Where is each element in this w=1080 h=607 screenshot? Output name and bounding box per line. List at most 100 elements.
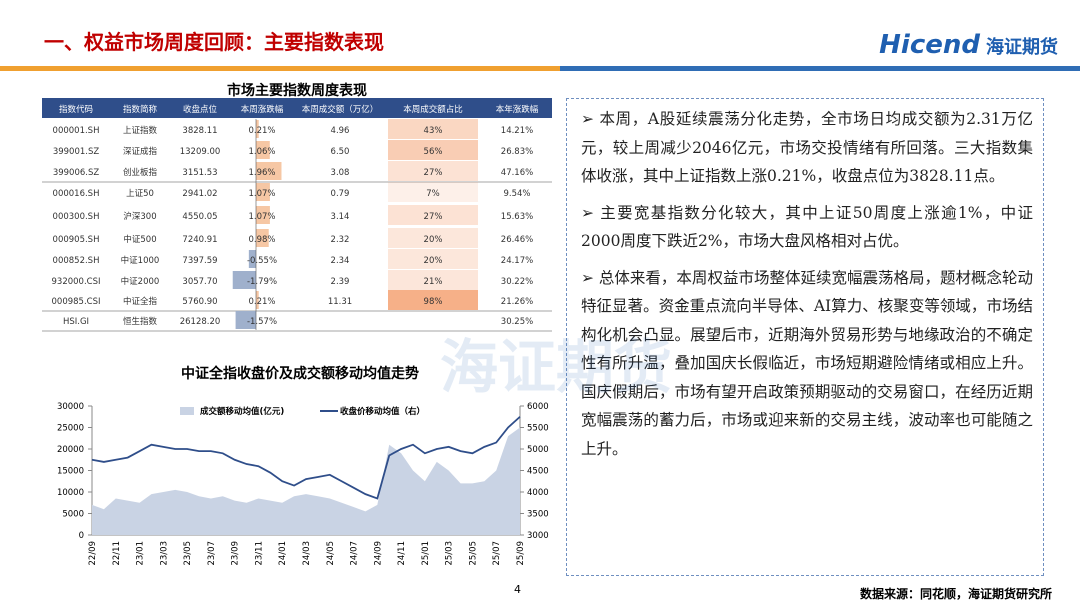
index-table: 指数代码 指数简称 收盘点位 本周涨跌幅 本周成交额（万亿） 本周成交额占比 本年涨跌幅 00… <box>42 98 552 332</box>
table-cell: 27% <box>424 168 443 178</box>
share-heat <box>388 140 478 160</box>
table-cell: 1.07% <box>248 189 275 199</box>
table-cell: 56% <box>424 147 443 157</box>
table-cell: 4550.05 <box>182 212 217 222</box>
table-cell: 98% <box>424 297 443 307</box>
change-bar <box>256 229 269 247</box>
table-cell: 000985.CSI <box>52 297 101 307</box>
area <box>92 427 520 535</box>
table-cell: 13209.00 <box>180 147 221 157</box>
table-cell: 399006.SZ <box>53 168 100 178</box>
x-tick-label: 22/11 <box>112 541 122 566</box>
table-cell: 15.63% <box>501 212 533 222</box>
x-tick-label: 24/07 <box>350 541 360 566</box>
y2-tick-label: 6000 <box>527 402 549 412</box>
table-cell: 2.32 <box>331 235 350 245</box>
table-cell: 000852.SH <box>53 256 100 266</box>
table-cell: 26.46% <box>501 235 533 245</box>
x-tick-label: 23/05 <box>183 541 193 566</box>
table-cell: 1.06% <box>248 147 275 157</box>
header-rule <box>0 66 560 71</box>
table-cell: HSI.GI <box>63 317 89 327</box>
y2-tick-label: 3500 <box>527 510 549 520</box>
x-tick-label: 24/03 <box>302 541 312 566</box>
bullet: 本周，A股延续震荡分化走势，全市场日均成交额为2.31万亿元，较上周减少2046… <box>581 105 1033 191</box>
share-heat <box>388 205 478 225</box>
table-cell: 6.50 <box>331 147 350 157</box>
table-cell: 30.22% <box>501 277 533 287</box>
table-cell: 27% <box>424 212 443 222</box>
change-bar <box>256 162 282 180</box>
table-cell: 21% <box>424 277 443 287</box>
change-bar <box>256 183 270 201</box>
x-tick-label: 22/09 <box>88 541 98 566</box>
share-heat <box>388 249 478 269</box>
x-tick-label: 24/01 <box>278 541 288 566</box>
table-cell: 3151.53 <box>182 168 217 178</box>
chart: 中证全指收盘价及成交额移动均值走势 0 5000 10000 15000 20000 250… <box>57 365 549 566</box>
bullet: 总体来看，本周权益市场整体延续宽幅震荡格局，题材概念轮动特征显著。资金重点流向半… <box>581 264 1033 464</box>
line <box>91 416 521 500</box>
table-cell: 000300.SH <box>53 212 100 222</box>
table-cell: 中证全指 <box>123 296 158 307</box>
table-cell: 20% <box>424 235 443 245</box>
column-header: 指数代码 <box>59 104 93 115</box>
legend-label: 收盘价移动均值（右） <box>340 406 425 417</box>
y-tick-label: 15000 <box>57 467 84 477</box>
x-tick-label: 24/09 <box>373 541 383 566</box>
y2-tick-label: 3000 <box>527 531 549 541</box>
table-cell: 恒生指数 <box>123 316 158 327</box>
table-header-bg <box>42 98 552 118</box>
table-cell: 3.08 <box>331 168 350 178</box>
table-cell: 0.79 <box>331 189 350 199</box>
x-tick-label: 25/05 <box>468 541 478 566</box>
table-cell: 43% <box>424 126 443 136</box>
change-bar <box>256 206 270 224</box>
table-cell: 14.21% <box>501 126 533 136</box>
y-tick-label: 10000 <box>57 488 84 498</box>
source: 数据来源：同花顺，海证期货研究所 <box>859 587 1052 601</box>
y-tick-label: 20000 <box>57 445 84 455</box>
logo: Hicend 海证期货 <box>879 30 1058 60</box>
logo-en: Hicend <box>879 30 980 60</box>
x-tick-label: 24/11 <box>397 541 407 566</box>
table-cell: 24.17% <box>501 256 533 266</box>
page-number: 4 <box>514 583 521 596</box>
column-header: 指数简称 <box>123 104 158 115</box>
watermark: 海证期货 <box>440 333 673 401</box>
table-cell: 7397.59 <box>182 256 217 266</box>
column-header: 本年涨跌幅 <box>496 104 539 115</box>
header-rule <box>560 66 1080 71</box>
table-cell: 2941.02 <box>182 189 217 199</box>
y2-tick-label: 5000 <box>527 445 549 455</box>
commentary: 本周，A股延续震荡分化走势，全市场日均成交额为2.31万亿元，较上周减少2046… <box>566 98 1044 576</box>
share-heat <box>388 182 478 202</box>
share-heat <box>388 290 478 310</box>
share-heat <box>388 119 478 139</box>
x-tick-label: 23/09 <box>231 541 241 566</box>
column-header: 收盘点位 <box>183 104 218 115</box>
x-tick-label: 23/01 <box>136 541 146 566</box>
table-cell: 0.98% <box>248 235 275 245</box>
table-cell: 0.21% <box>248 297 275 307</box>
table-cell: 深证成指 <box>123 146 158 157</box>
table-cell: 30.25% <box>501 317 533 327</box>
table-cell: 26128.20 <box>180 317 221 327</box>
table-cell: 中证500 <box>123 234 156 245</box>
logo-cn: 海证期货 <box>986 37 1058 58</box>
table-cell: 7% <box>426 189 440 199</box>
x-tick-label: 23/11 <box>254 541 264 566</box>
table-cell: 7240.91 <box>182 235 217 245</box>
table-cell: 399001.SZ <box>53 147 100 157</box>
table-cell: 932000.CSI <box>52 277 101 287</box>
column-header: 本周成交额占比 <box>403 104 463 115</box>
table-cell: 上证50 <box>126 189 154 199</box>
table-cell: 2.39 <box>331 277 350 287</box>
table-cell: 20% <box>424 256 443 266</box>
legend-swatch <box>180 407 194 415</box>
change-bar <box>256 141 270 159</box>
chart-title: 中证全指收盘价及成交额移动均值走势 <box>181 365 419 382</box>
x-tick-label: 25/01 <box>421 541 431 566</box>
table-cell: 4.96 <box>331 126 350 136</box>
